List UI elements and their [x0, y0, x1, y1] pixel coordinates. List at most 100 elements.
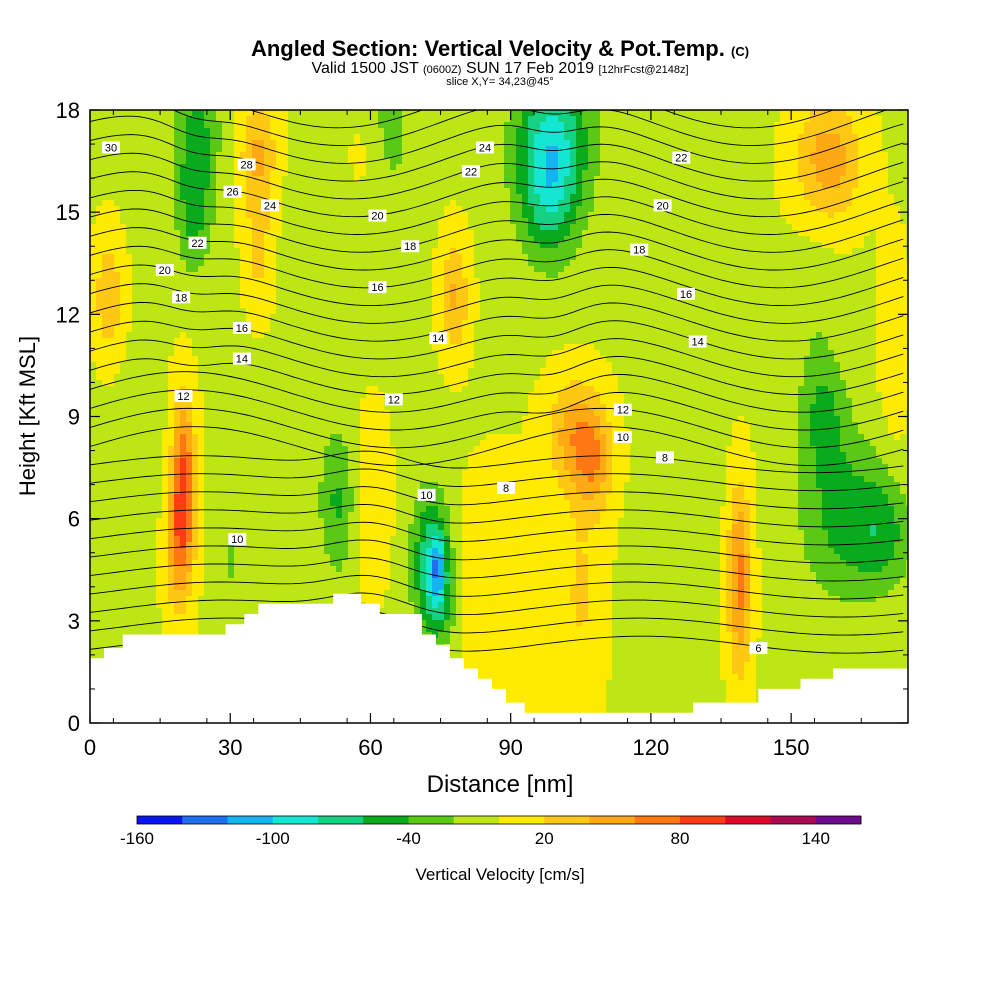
contour-label: 12 — [177, 391, 189, 403]
colorbar-tick-label: -100 — [256, 829, 290, 848]
forecast-label: [12hrFcst@2148z] — [598, 64, 689, 76]
x-tick-label: 0 — [84, 735, 96, 760]
pot-temp-contour-line — [90, 503, 904, 528]
contour-label-box — [384, 393, 403, 406]
pot-temp-contour-labels: 3028262422201816141210242220181614121082… — [102, 141, 768, 655]
valid-prefix: Valid 1500 JST — [311, 60, 419, 77]
contour-label-box — [155, 264, 174, 277]
contour-label-box — [613, 403, 632, 416]
colorbar-tick-label: 80 — [671, 829, 690, 848]
pot-temp-contour-line — [90, 152, 904, 200]
contour-label: 16 — [236, 323, 248, 335]
contour-label-box — [260, 199, 279, 212]
pot-temp-contour-line — [90, 610, 904, 636]
terrain — [90, 593, 908, 723]
contour-label-box — [475, 141, 494, 154]
contour-label-box — [232, 352, 251, 365]
colorbar-swatch — [408, 816, 455, 824]
pot-temp-contour-line — [90, 574, 904, 600]
contour-label: 18 — [633, 245, 645, 257]
contour-label-box — [417, 488, 436, 501]
contour-label: 24 — [479, 142, 491, 154]
y-tick-label: 6 — [68, 507, 80, 532]
pot-temp-contour-line — [90, 227, 904, 271]
pot-temp-contour-line — [90, 356, 904, 395]
x-tick-label: 60 — [358, 735, 382, 760]
chart-title-unit: (C) — [731, 44, 750, 59]
y-tick-label: 18 — [56, 98, 80, 123]
pot-temp-contour-line — [90, 371, 904, 413]
pot-temp-contour-line — [90, 115, 904, 164]
contour-label-box — [688, 335, 707, 348]
colorbar-swatch — [363, 816, 409, 824]
contour-label: 30 — [105, 142, 117, 154]
pot-temp-contour-line — [90, 302, 904, 342]
contour-label: 10 — [231, 534, 243, 546]
colorbar-swatch — [815, 816, 862, 824]
contour-label: 12 — [617, 405, 629, 417]
colorbar-swatch — [589, 816, 636, 824]
pot-temp-contour-line — [90, 245, 904, 289]
terrain-mask — [90, 593, 908, 723]
contour-label: 8 — [662, 452, 668, 464]
colorbar-tick-label: -160 — [120, 829, 154, 848]
colorbar-tick-label: 20 — [535, 829, 554, 848]
pot-temp-contour-line — [90, 521, 904, 546]
colorbar-swatch — [544, 816, 590, 824]
contour-label-box — [223, 185, 242, 198]
contour-label-box — [613, 430, 632, 443]
pot-temp-contour-line — [172, 110, 888, 147]
contour-label-box — [102, 141, 121, 154]
y-tick-label: 9 — [68, 405, 80, 430]
contour-label: 22 — [191, 238, 203, 250]
pot-temp-contour-line — [322, 110, 758, 111]
contour-label-box — [401, 240, 420, 253]
contour-label: 14 — [432, 333, 444, 345]
pot-temp-contour-line — [90, 486, 904, 510]
pot-temp-contour-line — [90, 283, 904, 324]
x-tick-label: 120 — [633, 735, 670, 760]
contour-label: 28 — [240, 159, 252, 171]
pot-temp-contour-line — [90, 338, 904, 378]
contour-label-box — [497, 482, 516, 495]
y-axis-label: Height [Kft MSL] — [15, 336, 40, 496]
colorbar-swatch — [770, 816, 817, 824]
pot-temp-contour-line — [90, 407, 904, 449]
x-tick-label: 90 — [498, 735, 522, 760]
contour-label: 10 — [420, 490, 432, 502]
contour-label-box — [676, 287, 695, 300]
contour-label-box — [653, 199, 672, 212]
valid-date: SUN 17 Feb 2019 — [465, 60, 595, 77]
slice-info: slice X,Y= 34,23@45° — [446, 76, 554, 88]
x-axis-label: Distance [nm] — [427, 771, 574, 798]
contour-label: 14 — [236, 354, 248, 366]
colorbar-label: Vertical Velocity [cm/s] — [415, 865, 584, 884]
pot-temp-contour-line — [90, 557, 904, 582]
x-tick-label: 30 — [218, 735, 242, 760]
x-tick-label: 150 — [773, 735, 810, 760]
pot-temp-contour-line — [90, 426, 904, 467]
contour-label: 26 — [226, 187, 238, 199]
pot-temp-contour-line — [90, 389, 904, 431]
y-tick-label: 3 — [68, 609, 80, 634]
contour-label: 22 — [465, 166, 477, 178]
contour-label: 10 — [617, 432, 629, 444]
contour-label-box — [172, 291, 191, 304]
pot-temp-contour-line — [248, 110, 835, 129]
pot-temp-contours — [90, 110, 904, 654]
pot-temp-contour-line — [90, 189, 904, 235]
contour-label: 6 — [755, 643, 761, 655]
contour-label: 16 — [680, 289, 692, 301]
contour-label: 14 — [692, 337, 704, 349]
contour-label-box — [188, 236, 207, 249]
contour-label: 20 — [159, 265, 171, 277]
colorbar-tick-label: -40 — [396, 829, 421, 848]
colorbar-swatch — [634, 816, 681, 824]
colorbar-swatch — [227, 816, 274, 824]
contour-label-box — [368, 281, 387, 294]
colorbar-swatch — [453, 816, 500, 824]
contour-label-box — [672, 151, 691, 164]
colorbar-swatch — [182, 816, 228, 824]
colorbar-swatch — [272, 816, 319, 824]
